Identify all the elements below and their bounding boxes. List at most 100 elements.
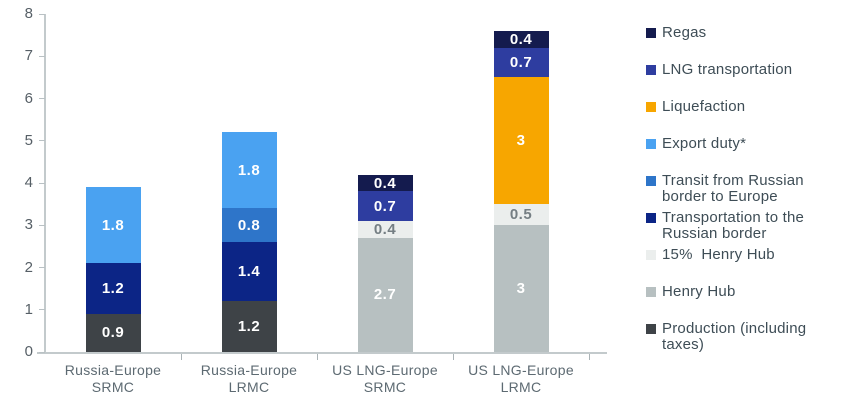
- legend-item-label: Liquefaction: [662, 98, 746, 115]
- y-axis-tick-label: 1: [24, 300, 33, 318]
- segment-value-label: 0.8: [237, 216, 261, 234]
- bar-segment: 1.4: [221, 242, 277, 302]
- y-axis-tick: [39, 309, 45, 311]
- segment-value-label: 0.4: [373, 174, 397, 192]
- plot-area: 0.9 1.2 1.8 1.2 1.4 0.8 1.8 2.7 0.4 0.7 0.4 3 0.5 3 0.…: [25, 6, 607, 395]
- bar-segment: 0.8: [221, 208, 277, 243]
- segment-value-label: 0.4: [509, 30, 533, 48]
- bar-group: 1.2 1.4 0.8 1.8: [181, 14, 317, 352]
- legend-color-swatch-icon: [646, 28, 656, 38]
- bar-segment: 0.4: [493, 30, 549, 48]
- bar-segment: 0.7: [357, 191, 413, 222]
- bar-segment: 0.4: [357, 174, 413, 192]
- x-axis-tick: [452, 354, 454, 360]
- y-axis-tick: [39, 267, 45, 268]
- y-axis-tick-label: 8: [24, 5, 33, 22]
- legend-item: Liquefaction: [646, 99, 846, 136]
- segment-value-label: 0.7: [509, 54, 533, 72]
- bar-segment: 0.5: [493, 204, 549, 226]
- x-axis-tick: [316, 354, 318, 360]
- legend-color-swatch-icon: [646, 102, 656, 112]
- legend-item: Export duty*: [646, 136, 846, 173]
- segment-value-label: 3: [516, 132, 526, 150]
- bars-container: 0.9 1.2 1.8 1.2 1.4 0.8 1.8 2.7 0.4 0.7 0.4 3 0.5 3 0.…: [45, 14, 589, 352]
- y-axis-tick: [39, 351, 45, 353]
- y-axis-tick: [39, 140, 45, 142]
- legend-color-swatch-icon: [646, 176, 656, 186]
- legend-item: Production (including taxes): [646, 321, 846, 358]
- legend-item: Transportation to the Russian border: [646, 210, 846, 247]
- x-axis-category-line: US LNG-Europe: [332, 362, 438, 378]
- y-axis-tick: [39, 224, 45, 226]
- bar-segment: 0.4: [357, 221, 413, 238]
- y-axis-tick-label: 5: [24, 131, 33, 149]
- y-axis-tick: [39, 182, 45, 184]
- bar-segment: 1.2: [221, 301, 277, 352]
- y-axis-tick-label: 6: [24, 89, 33, 107]
- bar-segment: 0.9: [85, 313, 141, 352]
- x-axis-category-label: US LNG-Europe SRMC: [317, 362, 453, 396]
- legend-item-label: LNG transportation: [662, 61, 793, 78]
- segment-value-label: 1.8: [237, 161, 261, 179]
- x-axis-line: [37, 352, 607, 354]
- y-axis-tick-label: 4: [24, 174, 33, 191]
- bar-segment: 0.7: [493, 47, 549, 78]
- bar-segment: 2.7: [357, 237, 413, 352]
- x-axis-category-line: SRMC: [91, 379, 135, 395]
- legend-color-swatch-icon: [646, 213, 656, 223]
- segment-value-label: 1.4: [237, 263, 261, 281]
- legend-item-label: Export duty*: [662, 135, 747, 152]
- legend: Regas LNG transportation Liquefaction Expor…: [646, 25, 846, 358]
- x-axis-category-line: LRMC: [500, 379, 542, 395]
- legend-color-swatch-icon: [646, 65, 656, 75]
- y-axis-tick: [39, 13, 45, 15]
- legend-item: Henry Hub: [646, 284, 846, 321]
- bar-segment: 3: [493, 225, 549, 352]
- bar-group: 3 0.5 3 0.7 0.4: [453, 14, 589, 352]
- stacked-bar: 3 0.5 3 0.7 0.4: [493, 30, 549, 352]
- x-axis-category-line: Russia-Europe: [64, 362, 162, 378]
- legend-item: Transit from Russian border to Europe: [646, 173, 846, 210]
- x-axis-category-line: US LNG-Europe: [468, 362, 574, 378]
- stacked-bar: 1.2 1.4 0.8 1.8: [221, 132, 277, 352]
- x-axis-category-label: Russia-Europe LRMC: [181, 362, 317, 396]
- x-axis-category-label: US LNG-Europe LRMC: [453, 362, 589, 396]
- segment-value-label: 0.9: [101, 324, 125, 342]
- segment-value-label: 0.5: [509, 206, 533, 224]
- segment-value-label: 2.7: [373, 286, 397, 304]
- stacked-bar: 2.7 0.4 0.7 0.4: [357, 174, 413, 352]
- legend-item-label: Transportation to the Russian border: [662, 209, 809, 242]
- legend-color-swatch-icon: [646, 287, 656, 297]
- y-axis-tick: [39, 55, 45, 57]
- legend-item-label: 15% Henry Hub: [662, 246, 775, 263]
- y-axis-tick-label: 7: [24, 47, 33, 65]
- x-axis-labels: Russia-Europe SRMC Russia-Europe LRMC US LNG…: [45, 362, 589, 396]
- segment-value-label: 3: [516, 280, 526, 298]
- segment-value-label: 1.2: [101, 280, 125, 298]
- x-axis-category-line: LRMC: [228, 379, 270, 395]
- bar-group: 2.7 0.4 0.7 0.4: [317, 14, 453, 352]
- legend-color-swatch-icon: [646, 139, 656, 149]
- bar-segment: 1.8: [85, 187, 141, 264]
- y-axis-tick-label: 3: [24, 216, 33, 234]
- segment-value-label: 1.8: [101, 216, 125, 234]
- segment-value-label: 0.7: [373, 197, 397, 215]
- x-axis-tick: [588, 354, 590, 360]
- x-axis-category-line: Russia-Europe: [200, 362, 298, 378]
- stacked-bar: 0.9 1.2 1.8: [85, 187, 141, 352]
- legend-item-label: Henry Hub: [662, 283, 736, 300]
- bar-segment: 3: [493, 77, 549, 205]
- bar-group: 0.9 1.2 1.8: [45, 14, 181, 352]
- legend-item: LNG transportation: [646, 62, 846, 99]
- x-axis-category-label: Russia-Europe SRMC: [45, 362, 181, 396]
- y-axis-tick: [39, 98, 45, 99]
- legend-item: 15% Henry Hub: [646, 247, 846, 284]
- legend-item-label: Transit from Russian border to Europe: [662, 172, 809, 205]
- y-axis-tick-label: 2: [24, 258, 33, 276]
- legend-item-label: Regas: [662, 24, 707, 41]
- x-axis-tick: [180, 354, 182, 360]
- legend-item-label: Production (including taxes): [662, 320, 811, 353]
- legend-color-swatch-icon: [646, 250, 656, 260]
- x-axis-category-line: SRMC: [363, 379, 407, 395]
